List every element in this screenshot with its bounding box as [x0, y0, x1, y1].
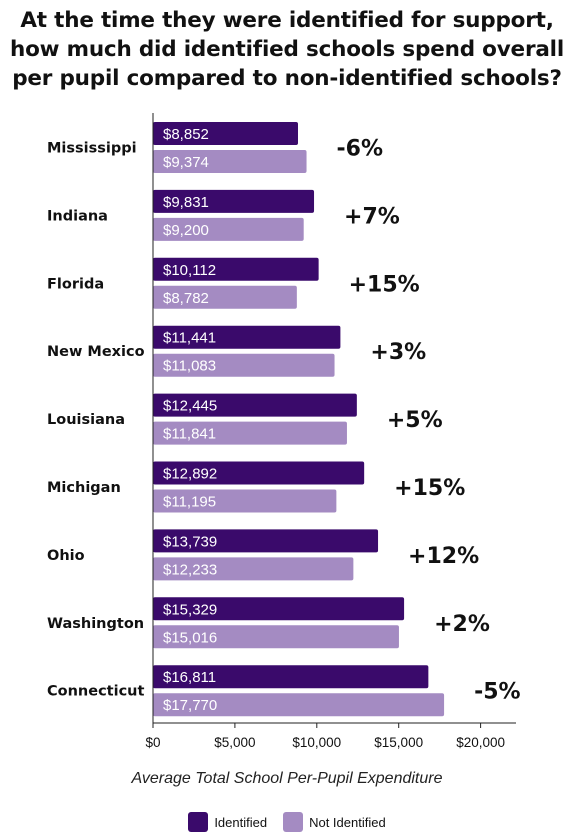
- bar-value-label: $9,200: [163, 222, 209, 239]
- chart-title: At the time they were identified for sup…: [0, 6, 574, 93]
- legend-swatch-identified: [188, 812, 209, 832]
- category-label: Indiana: [47, 208, 108, 224]
- legend-item-not-identified: Not Identified: [283, 812, 386, 832]
- bar: [153, 421, 347, 445]
- bar-value-label: $11,083: [163, 358, 216, 375]
- bar-value-label: $15,016: [163, 629, 217, 646]
- bar-value-label: $15,329: [163, 601, 217, 618]
- x-tick-label: $5,000: [214, 735, 255, 750]
- chart-title-line: At the time they were identified for sup…: [20, 8, 554, 33]
- category-label: New Mexico: [47, 344, 145, 360]
- bar-value-label: $11,841: [163, 426, 216, 443]
- bar: [153, 353, 335, 377]
- legend-item-identified: Identified: [188, 812, 267, 832]
- bar-value-label: $9,374: [163, 154, 209, 171]
- bar: [153, 122, 298, 145]
- bar: [153, 557, 354, 581]
- difference-label: -5%: [474, 680, 520, 705]
- x-tick-label: $10,000: [292, 735, 341, 750]
- bar-value-label: $8,782: [163, 290, 209, 307]
- difference-label: +15%: [349, 272, 420, 297]
- bar: [153, 625, 399, 649]
- bar-value-label: $12,233: [163, 561, 217, 578]
- chart-title-line: per pupil compared to non-identified sch…: [12, 66, 562, 91]
- chart-title-line: how much did identified schools spend ov…: [10, 37, 564, 62]
- bar: [153, 665, 429, 689]
- bar-value-label: $9,831: [163, 194, 209, 211]
- bar: [153, 217, 304, 241]
- category-label: Louisiana: [47, 412, 125, 428]
- difference-label: +12%: [408, 544, 479, 569]
- bar: [153, 325, 341, 349]
- bar: [153, 285, 297, 309]
- bar: [153, 529, 379, 553]
- legend-label-identified: Identified: [214, 814, 268, 830]
- difference-label: +15%: [394, 476, 465, 501]
- x-axis-label: Average Total School Per-Pupil Expenditu…: [131, 770, 443, 787]
- bar-value-label: $12,445: [163, 398, 217, 415]
- bar: [153, 257, 319, 281]
- x-tick-label: $20,000: [456, 735, 505, 750]
- legend: Identified Not Identified: [0, 812, 574, 832]
- category-label: Ohio: [47, 548, 85, 564]
- difference-label: +3%: [370, 340, 426, 365]
- bar-value-label: $16,811: [163, 669, 216, 686]
- category-label: Michigan: [47, 480, 121, 496]
- difference-label: -6%: [337, 137, 383, 162]
- difference-label: +2%: [434, 612, 490, 637]
- difference-label: +5%: [387, 408, 443, 433]
- category-label: Connecticut: [47, 684, 144, 700]
- x-tick-label: $0: [145, 735, 160, 750]
- bar: [153, 393, 357, 417]
- bar: [153, 189, 315, 213]
- bar-value-label: $12,892: [163, 466, 217, 483]
- bar: [153, 150, 307, 173]
- bar-value-label: $11,195: [163, 494, 216, 511]
- category-label: Washington: [47, 616, 144, 632]
- legend-label-not-identified: Not Identified: [309, 814, 386, 830]
- bar: [153, 489, 337, 513]
- bar: [153, 693, 445, 717]
- bar: [153, 597, 405, 621]
- legend-swatch-not-identified: [283, 812, 304, 832]
- bar-value-label: $10,112: [163, 262, 216, 279]
- bar-value-label: $8,852: [163, 126, 209, 143]
- category-label: Mississippi: [47, 141, 137, 157]
- x-tick-label: $15,000: [374, 735, 423, 750]
- difference-label: +7%: [344, 204, 400, 229]
- category-label: Florida: [47, 276, 104, 292]
- bar-value-label: $17,770: [163, 697, 217, 714]
- bar: [153, 461, 365, 485]
- bar-value-label: $11,441: [163, 330, 216, 347]
- bar-value-label: $13,739: [163, 533, 217, 550]
